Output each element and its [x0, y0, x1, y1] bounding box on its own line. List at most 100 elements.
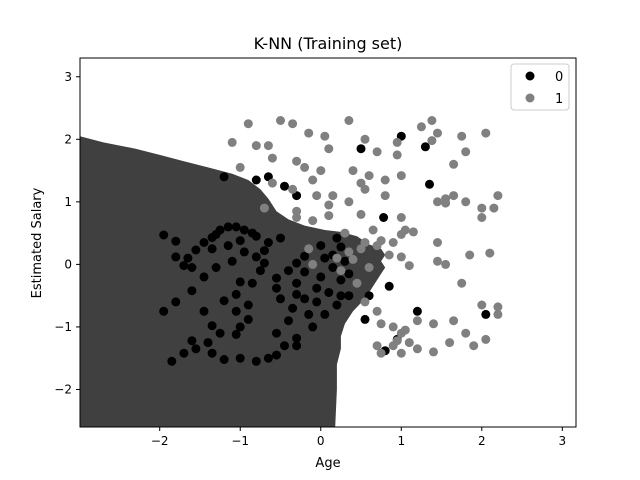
y-axis-label: Estimated Salary — [30, 187, 45, 298]
point-class-0 — [284, 266, 293, 276]
point-class-0 — [316, 241, 326, 251]
point-class-0 — [304, 309, 314, 319]
point-class-1 — [412, 316, 422, 326]
point-class-1 — [396, 229, 406, 239]
point-class-1 — [408, 227, 418, 237]
point-class-1 — [477, 300, 487, 310]
point-class-1 — [267, 153, 277, 163]
point-class-1 — [340, 228, 350, 238]
point-class-0 — [356, 144, 366, 154]
point-class-0 — [259, 246, 269, 256]
point-class-0 — [243, 314, 253, 324]
point-class-0 — [272, 328, 281, 338]
point-class-0 — [159, 306, 169, 316]
point-class-0 — [187, 263, 197, 272]
data-points — [159, 116, 503, 366]
point-class-0 — [312, 297, 322, 307]
point-class-0 — [336, 275, 346, 285]
point-class-1 — [384, 250, 394, 260]
point-class-1 — [288, 184, 298, 194]
point-class-1 — [308, 259, 318, 269]
point-class-1 — [449, 159, 459, 169]
point-class-0 — [235, 277, 245, 287]
point-class-1 — [388, 238, 398, 247]
point-class-1 — [477, 203, 487, 213]
point-class-0 — [179, 261, 189, 271]
y-tick-label: −2 — [54, 382, 72, 396]
x-tick-label: −1 — [231, 434, 249, 448]
point-class-1 — [392, 150, 402, 160]
point-class-0 — [292, 278, 302, 288]
point-class-1 — [312, 191, 322, 201]
point-class-0 — [300, 251, 310, 261]
point-class-1 — [364, 171, 374, 181]
point-class-0 — [255, 266, 265, 276]
point-class-0 — [227, 256, 237, 266]
point-class-0 — [219, 296, 229, 306]
point-class-1 — [429, 347, 438, 357]
y-axis: −2 −1 0 1 2 3 — [54, 70, 80, 396]
point-class-1 — [360, 297, 370, 307]
point-class-1 — [396, 252, 406, 262]
point-class-0 — [207, 244, 217, 254]
point-class-1 — [380, 191, 390, 201]
point-class-1 — [376, 348, 386, 358]
point-class-0 — [199, 238, 209, 247]
point-class-0 — [292, 258, 302, 268]
x-axis-label: Age — [315, 456, 340, 471]
point-class-0 — [223, 241, 233, 251]
point-class-0 — [272, 283, 281, 293]
point-class-0 — [235, 353, 245, 363]
point-class-0 — [215, 328, 225, 338]
point-class-0 — [344, 269, 354, 279]
point-class-0 — [203, 338, 213, 348]
point-class-1 — [376, 236, 386, 246]
point-class-1 — [427, 116, 437, 125]
chart-title: K-NN (Training set) — [254, 34, 403, 53]
point-class-1 — [235, 162, 245, 172]
point-class-0 — [420, 142, 430, 152]
point-class-1 — [376, 319, 386, 329]
point-class-1 — [416, 122, 426, 132]
point-class-1 — [493, 302, 503, 312]
point-class-0 — [300, 267, 310, 277]
point-class-0 — [251, 175, 261, 185]
point-class-0 — [235, 322, 245, 332]
point-class-1 — [328, 191, 338, 201]
point-class-1 — [429, 319, 438, 329]
point-class-0 — [332, 233, 342, 243]
point-class-0 — [284, 316, 293, 326]
point-class-0 — [308, 322, 318, 332]
point-class-1 — [388, 322, 398, 332]
point-class-1 — [344, 247, 354, 257]
point-class-0 — [272, 350, 281, 360]
point-class-0 — [412, 306, 422, 316]
point-class-0 — [187, 336, 197, 346]
point-class-0 — [219, 172, 229, 182]
point-class-0 — [251, 252, 261, 262]
y-tick-label: 3 — [64, 70, 72, 84]
point-class-0 — [276, 294, 285, 304]
x-tick-label: 2 — [478, 434, 486, 448]
point-class-0 — [292, 289, 302, 299]
x-tick-label: 1 — [397, 434, 405, 448]
point-class-1 — [481, 128, 491, 138]
point-class-0 — [280, 181, 289, 191]
point-class-1 — [465, 250, 475, 260]
point-class-1 — [308, 216, 318, 226]
x-tick-label: 0 — [317, 434, 325, 448]
point-class-1 — [348, 166, 358, 176]
point-class-0 — [223, 222, 233, 232]
point-class-0 — [251, 356, 261, 366]
point-class-0 — [324, 288, 334, 297]
point-class-0 — [247, 278, 257, 288]
point-class-1 — [433, 238, 442, 247]
point-class-0 — [300, 294, 310, 304]
point-class-1 — [392, 137, 402, 147]
y-tick-label: 0 — [64, 257, 72, 271]
point-class-0 — [235, 236, 245, 246]
point-class-1 — [332, 253, 342, 263]
point-class-0 — [179, 348, 189, 358]
point-class-1 — [457, 278, 467, 288]
